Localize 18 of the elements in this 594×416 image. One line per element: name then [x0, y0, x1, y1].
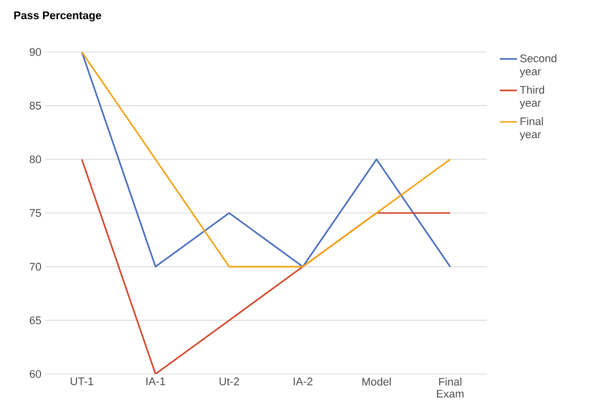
chart-title: Pass Percentage — [14, 12, 102, 22]
y-tick-label: 75 — [30, 209, 41, 217]
x-tick-label: Ut-2 — [220, 378, 240, 386]
x-tick-label: IA-2 — [294, 378, 312, 386]
y-tick-label: 90 — [30, 48, 42, 56]
legend-label: Third year — [520, 86, 544, 109]
y-tick-label: 85 — [30, 102, 41, 110]
line-series — [81, 52, 451, 268]
x-tick-label: Final Exam — [437, 378, 464, 398]
y-tick-label: 65 — [30, 316, 41, 324]
y-tick-label: 80 — [30, 155, 42, 164]
legend-label: Final year — [520, 117, 543, 140]
x-tick-label: UT-1 — [70, 378, 94, 386]
y-tick-label: 60 — [30, 370, 42, 378]
x-tick-label: Model — [362, 378, 391, 386]
y-tick-label: 70 — [30, 262, 42, 271]
x-tick-label: IA-1 — [146, 378, 166, 386]
legend-label: Second year — [520, 54, 556, 78]
